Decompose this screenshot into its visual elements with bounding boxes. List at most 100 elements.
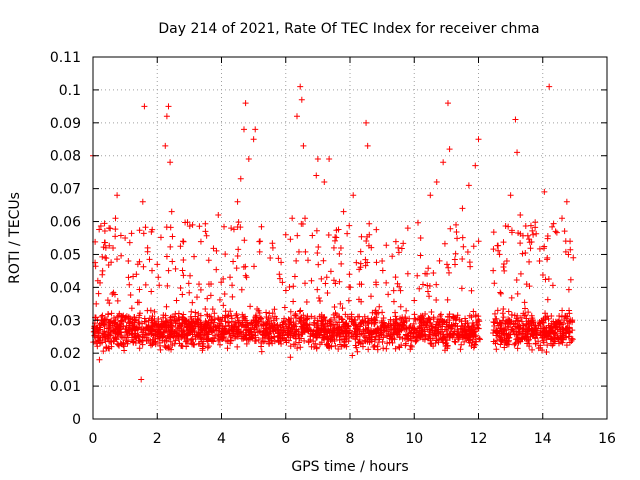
data-point: [176, 316, 183, 323]
data-point: [555, 340, 562, 347]
data-point: [336, 336, 343, 343]
data-point: [258, 339, 265, 346]
data-point: [458, 329, 465, 336]
data-point: [297, 344, 304, 351]
data-point: [396, 326, 403, 333]
data-point: [430, 314, 437, 321]
data-point: [365, 346, 372, 353]
data-point: [247, 303, 254, 310]
data-point: [235, 320, 242, 327]
data-point: [115, 327, 122, 334]
data-point: [567, 246, 574, 253]
data-point: [207, 292, 214, 299]
data-point: [462, 318, 469, 325]
data-point: [546, 330, 553, 337]
data-point: [502, 222, 509, 229]
y-tick-label: 0: [72, 412, 81, 428]
y-tick-label: 0.05: [50, 247, 81, 263]
data-point: [358, 320, 365, 327]
data-point: [445, 264, 452, 271]
data-point: [266, 340, 273, 347]
data-point: [180, 238, 187, 245]
data-point: [284, 328, 291, 335]
data-point: [554, 326, 561, 333]
data-point: [302, 215, 309, 222]
data-point: [494, 242, 501, 249]
data-point: [200, 334, 207, 341]
data-point: [496, 251, 503, 258]
data-point: [540, 319, 547, 326]
data-point: [216, 296, 223, 303]
data-point: [149, 226, 156, 233]
data-point: [542, 310, 549, 317]
data-point: [556, 313, 563, 320]
data-point: [240, 126, 247, 133]
data-point: [211, 310, 218, 317]
data-point: [355, 339, 362, 346]
data-point: [186, 223, 193, 230]
data-point: [130, 273, 137, 280]
data-point: [229, 293, 236, 300]
data-point: [145, 317, 152, 324]
data-point: [381, 321, 388, 328]
data-point: [189, 319, 196, 326]
data-point: [108, 310, 115, 317]
data-point: [165, 343, 172, 350]
data-point: [323, 274, 330, 281]
data-point: [500, 314, 507, 321]
data-point: [109, 319, 116, 326]
data-point: [224, 345, 231, 352]
data-point: [209, 306, 216, 313]
data-point: [392, 325, 399, 332]
data-point: [437, 312, 444, 319]
data-point: [512, 340, 519, 347]
data-point: [163, 253, 170, 260]
data-point: [424, 288, 431, 295]
data-points: [90, 83, 577, 383]
data-point: [403, 324, 410, 331]
data-point: [331, 314, 338, 321]
data-point: [163, 113, 170, 120]
data-point: [198, 321, 205, 328]
data-point: [433, 179, 440, 186]
data-point: [532, 340, 539, 347]
data-point: [316, 313, 323, 320]
data-point: [146, 315, 153, 322]
data-point: [300, 142, 307, 149]
data-point: [390, 298, 397, 305]
data-point: [334, 330, 341, 337]
data-point: [452, 250, 459, 257]
data-point: [257, 328, 264, 335]
data-point: [444, 100, 451, 107]
data-point: [339, 327, 346, 334]
data-point: [355, 296, 362, 303]
data-point: [256, 248, 263, 255]
data-point: [106, 242, 113, 249]
data-point: [233, 323, 240, 330]
data-point: [256, 310, 263, 317]
data-point: [169, 342, 176, 349]
data-point: [126, 239, 133, 246]
data-point: [103, 345, 110, 352]
data-point: [160, 312, 167, 319]
data-point: [100, 348, 107, 355]
data-point: [98, 313, 105, 320]
data-point: [532, 219, 539, 226]
data-point: [189, 299, 196, 306]
data-point: [465, 323, 472, 330]
data-point: [180, 272, 187, 279]
data-point: [234, 343, 241, 350]
data-point: [261, 338, 268, 345]
data-point: [402, 342, 409, 349]
data-point: [383, 242, 390, 249]
data-point: [368, 293, 375, 300]
data-point: [325, 232, 332, 239]
data-point: [548, 335, 555, 342]
data-point: [313, 227, 320, 234]
data-point: [550, 220, 557, 227]
data-point: [183, 331, 190, 338]
data-point: [202, 220, 209, 227]
data-point: [290, 298, 297, 305]
data-point: [532, 224, 539, 231]
data-point: [379, 258, 386, 265]
